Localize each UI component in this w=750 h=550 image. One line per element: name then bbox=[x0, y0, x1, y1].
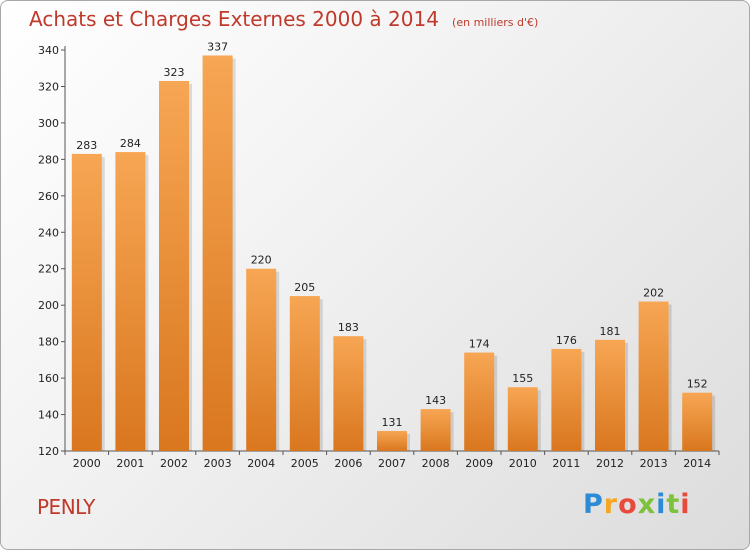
bar-2014 bbox=[682, 392, 713, 451]
bar-2007 bbox=[377, 430, 407, 451]
x-tick-label-2006: 2006 bbox=[334, 457, 362, 470]
y-tick-label: 240 bbox=[38, 226, 59, 239]
data-label-2013: 202 bbox=[643, 287, 664, 300]
bar-2004 bbox=[246, 268, 277, 451]
chart-unit-label: (en milliers d'€) bbox=[452, 16, 539, 29]
data-label-2014: 152 bbox=[687, 378, 708, 391]
bar-2005 bbox=[289, 296, 320, 451]
logo-letter: P bbox=[583, 489, 604, 520]
y-tick-label: 280 bbox=[38, 153, 59, 166]
logo-letter: o bbox=[618, 489, 638, 520]
x-tick-label-2007: 2007 bbox=[378, 457, 406, 470]
y-tick-label: 200 bbox=[38, 299, 59, 312]
logo-letter: r bbox=[603, 489, 619, 520]
chart-data-labels: 283 284 323 337 220 205 183 131 143 174 155 176 181 2… bbox=[76, 40, 707, 428]
data-label-2009: 174 bbox=[469, 338, 490, 351]
bar-2000 bbox=[71, 153, 102, 452]
bar-2011 bbox=[551, 348, 582, 451]
y-tick-label: 340 bbox=[38, 44, 59, 57]
logo-letter: x bbox=[637, 489, 657, 520]
data-label-2003: 337 bbox=[207, 40, 228, 53]
data-label-2011: 176 bbox=[556, 334, 577, 347]
y-tick-label: 140 bbox=[38, 409, 59, 422]
x-tick-label-2010: 2010 bbox=[509, 457, 537, 470]
commune-label: PENLY bbox=[37, 495, 95, 519]
x-tick-label-2004: 2004 bbox=[247, 457, 275, 470]
y-tick-label: 160 bbox=[38, 372, 59, 385]
data-label-2004: 220 bbox=[251, 254, 272, 267]
bar-2012 bbox=[595, 339, 625, 451]
chart-axes: 120 140 160 180 200 220 240 260 280 300 320 340 2000… bbox=[38, 44, 720, 470]
chart-title-block: Achats et Charges Externes 2000 à 2014 (… bbox=[29, 7, 538, 31]
bar-2001 bbox=[115, 152, 146, 451]
data-label-2001: 284 bbox=[120, 137, 141, 150]
x-tick-label-2012: 2012 bbox=[596, 457, 624, 470]
data-label-2012: 181 bbox=[600, 325, 621, 338]
y-tick-label: 300 bbox=[38, 117, 59, 130]
data-label-2006: 183 bbox=[338, 321, 359, 334]
data-label-2008: 143 bbox=[425, 394, 446, 407]
bar-2003 bbox=[202, 55, 233, 452]
bar-2013 bbox=[638, 301, 669, 451]
data-label-2000: 283 bbox=[76, 139, 97, 152]
x-tick-label-2008: 2008 bbox=[422, 457, 450, 470]
x-tick-label-2014: 2014 bbox=[683, 457, 711, 470]
y-tick-label: 320 bbox=[38, 80, 59, 93]
chart-title: Achats et Charges Externes 2000 à 2014 bbox=[29, 7, 439, 31]
x-tick-label-2000: 2000 bbox=[73, 457, 101, 470]
logo-letter: i bbox=[680, 489, 691, 520]
bar-2010 bbox=[507, 387, 538, 451]
data-label-2007: 131 bbox=[382, 416, 403, 429]
bar-2002 bbox=[159, 80, 189, 452]
bar-2008 bbox=[420, 409, 451, 451]
bar-2006 bbox=[333, 336, 364, 451]
y-tick-label: 180 bbox=[38, 336, 59, 349]
x-tick-label-2011: 2011 bbox=[552, 457, 580, 470]
data-label-2005: 205 bbox=[294, 281, 315, 294]
x-tick-label-2013: 2013 bbox=[640, 457, 668, 470]
x-tick-label-2002: 2002 bbox=[160, 457, 188, 470]
data-label-2010: 155 bbox=[512, 372, 533, 385]
x-tick-label-2003: 2003 bbox=[204, 457, 232, 470]
y-tick-label: 220 bbox=[38, 263, 59, 276]
logo-letter: i bbox=[656, 489, 667, 520]
data-label-2002: 323 bbox=[164, 66, 185, 79]
x-tick-label-2001: 2001 bbox=[116, 457, 144, 470]
bar-2009 bbox=[464, 352, 495, 451]
proxiti-logo: Proxiti bbox=[583, 489, 691, 520]
y-tick-label: 260 bbox=[38, 190, 59, 203]
x-tick-label-2009: 2009 bbox=[465, 457, 493, 470]
x-tick-label-2005: 2005 bbox=[291, 457, 319, 470]
logo-letter: t bbox=[666, 489, 681, 520]
y-tick-label: 120 bbox=[38, 445, 59, 458]
chart-bars bbox=[71, 55, 716, 452]
